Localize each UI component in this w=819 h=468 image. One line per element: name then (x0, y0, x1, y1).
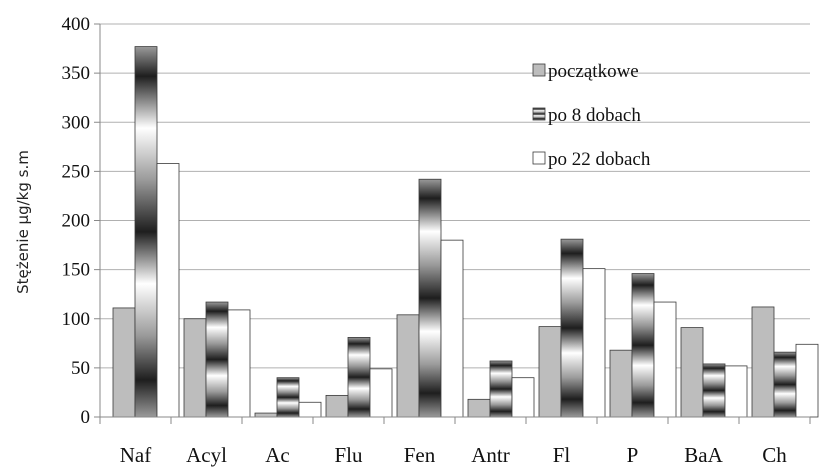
bar-after-8-days (631, 273, 655, 418)
bar-initial (751, 306, 775, 418)
legend-label: po 8 dobach (548, 105, 641, 126)
bar-after-8-days (418, 178, 442, 418)
bar-initial (609, 349, 633, 418)
bar-initial (538, 326, 562, 418)
y-tick-labels: 0 50 100 150 200 250 300 350 400 (62, 14, 91, 428)
bar-initial (112, 307, 136, 418)
bar-after-22-days (795, 343, 819, 418)
bar-after-22-days (369, 368, 393, 418)
y-tick-label: 300 (62, 112, 91, 133)
legend-swatch (532, 63, 546, 77)
bar-after-22-days (298, 401, 322, 418)
y-tick-label: 250 (62, 161, 91, 182)
x-tick-label: Fl (553, 443, 571, 467)
bar-after-22-days (724, 365, 748, 418)
bar-after-22-days (582, 268, 606, 418)
legend: początkowe po 8 dobach po 22 dobach (532, 61, 651, 170)
x-tick-label: Ac (265, 443, 290, 467)
bar-after-22-days (156, 163, 180, 418)
x-tick-label: BaA (684, 443, 723, 467)
bar-after-22-days (653, 301, 677, 418)
bar-initial (325, 394, 349, 418)
bar-after-22-days (227, 309, 251, 418)
bar-initial (183, 318, 207, 418)
y-tick-label: 100 (62, 309, 91, 330)
bar-initial (396, 314, 420, 418)
bars (112, 46, 819, 418)
bar-after-8-days (560, 238, 584, 418)
x-tick-label: Fen (404, 443, 436, 467)
bar-after-8-days (489, 360, 513, 418)
bar-after-8-days (773, 351, 797, 418)
x-tick-label: P (627, 443, 639, 467)
bar-after-8-days (134, 46, 158, 418)
x-tick-label: Flu (334, 443, 363, 467)
legend-label: po 22 dobach (548, 149, 651, 170)
y-tick-label: 0 (81, 407, 91, 428)
legend-swatch (532, 107, 546, 121)
y-axis-label: Stężenie µg/kg s.m (14, 150, 32, 294)
y-tick-label: 150 (62, 260, 91, 281)
x-tick-label: Ch (762, 443, 787, 467)
y-tick-label: 50 (71, 358, 90, 379)
x-tick-label: Acyl (186, 443, 227, 467)
bar-after-8-days (276, 377, 300, 418)
y-tick-label: 350 (62, 63, 91, 84)
x-tick-label: Antr (471, 443, 510, 467)
bar-after-22-days (511, 377, 535, 418)
y-tick-label: 400 (62, 14, 91, 35)
y-tick-label: 200 (62, 211, 91, 232)
x-tick-labels: Naf Acyl Ac Flu Fen Antr Fl P BaA Ch (120, 443, 787, 467)
x-tick-label: Naf (120, 443, 151, 467)
bar-after-22-days (440, 239, 464, 418)
bar-after-8-days (205, 301, 229, 418)
bar-initial (254, 412, 278, 418)
bar-after-8-days (702, 363, 726, 418)
bar-after-8-days (347, 337, 371, 418)
bar-initial (467, 398, 491, 418)
legend-label: początkowe (548, 61, 639, 82)
legend-swatch (532, 151, 546, 165)
bar-initial (680, 327, 704, 418)
axes (99, 24, 811, 424)
